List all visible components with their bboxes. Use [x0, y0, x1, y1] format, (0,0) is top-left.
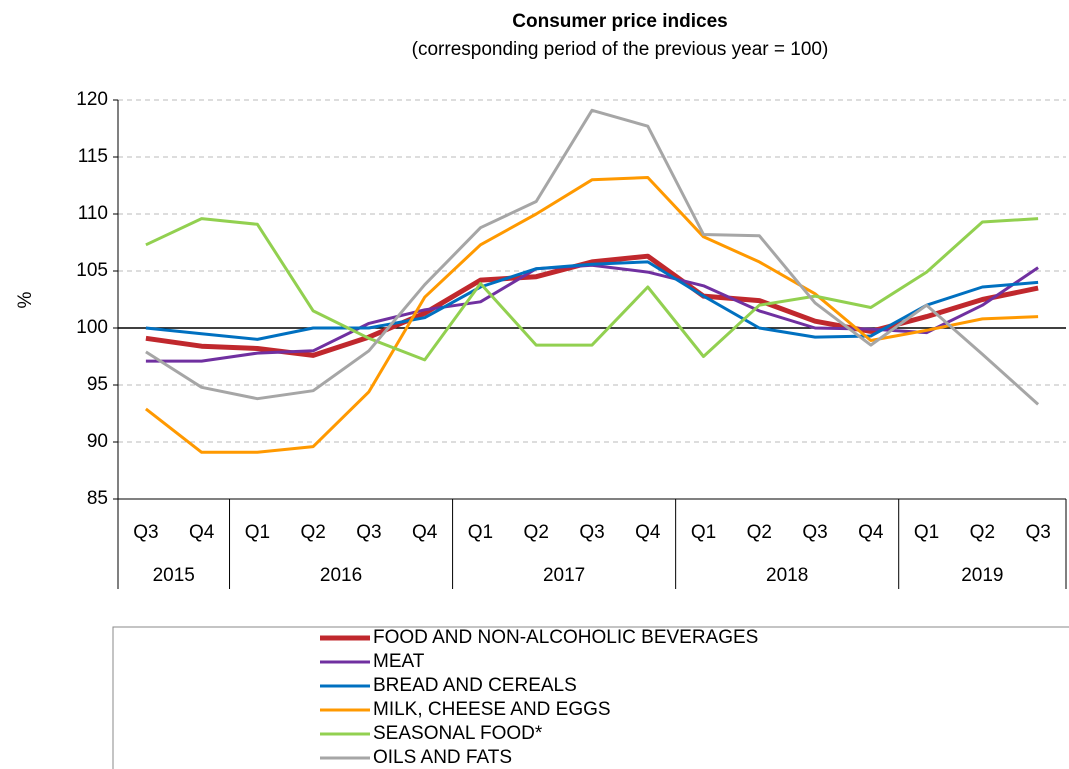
series-line [145, 108, 1040, 406]
x-tick-label: Q1 [914, 522, 939, 543]
x-tick-label: Q1 [245, 522, 270, 543]
legend-label: MILK, CHEESE AND EGGS [373, 699, 611, 720]
y-tick-label: 95 [87, 374, 108, 395]
x-group-label: 2015 [153, 565, 195, 586]
series-line [145, 263, 1039, 363]
x-tick-label: Q4 [412, 522, 438, 543]
x-group-label: 2017 [543, 565, 585, 586]
x-tick-label: Q4 [858, 522, 884, 543]
y-axis-label: % [15, 291, 36, 308]
series-line [144, 176, 1039, 454]
x-tick-label: Q2 [970, 522, 995, 543]
y-tick-label: 90 [87, 431, 108, 452]
legend-label: SEASONAL FOOD* [373, 723, 543, 744]
x-tick-label: Q3 [356, 522, 381, 543]
x-tick-label: Q3 [579, 522, 604, 543]
y-tick-label: 115 [78, 146, 108, 167]
x-tick-label: Q3 [1025, 522, 1050, 543]
x-tick-label: Q4 [635, 522, 661, 543]
legend-label: FOOD AND NON-ALCOHOLIC BEVERAGES [373, 627, 758, 648]
x-tick-label: Q3 [133, 522, 158, 543]
x-group-label: 2019 [961, 565, 1003, 586]
legend-label: BREAD AND CEREALS [373, 675, 577, 696]
y-tick-label: 85 [87, 488, 108, 509]
y-tick-label: 120 [76, 89, 108, 110]
x-tick-label: Q1 [691, 522, 716, 543]
y-tick-label: 105 [76, 260, 108, 281]
y-tick-label: 110 [78, 203, 108, 224]
series-line [145, 260, 1039, 341]
legend-label: MEAT [373, 651, 425, 672]
x-tick-label: Q3 [802, 522, 827, 543]
chart-title: Consumer price indices [512, 11, 727, 32]
x-group-label: 2018 [766, 565, 808, 586]
x-tick-label: Q2 [524, 522, 549, 543]
x-tick-label: Q1 [468, 522, 493, 543]
x-tick-label: Q2 [747, 522, 772, 543]
legend-box [112, 626, 1069, 769]
chart-subtitle: (corresponding period of the previous ye… [412, 39, 829, 60]
x-tick-label: Q2 [300, 522, 325, 543]
series-line [145, 217, 1039, 362]
x-group-label: 2016 [320, 565, 362, 586]
x-tick-label: Q4 [189, 522, 215, 543]
y-tick-label: 100 [76, 317, 108, 338]
legend-label: OILS AND FATS [373, 747, 512, 768]
